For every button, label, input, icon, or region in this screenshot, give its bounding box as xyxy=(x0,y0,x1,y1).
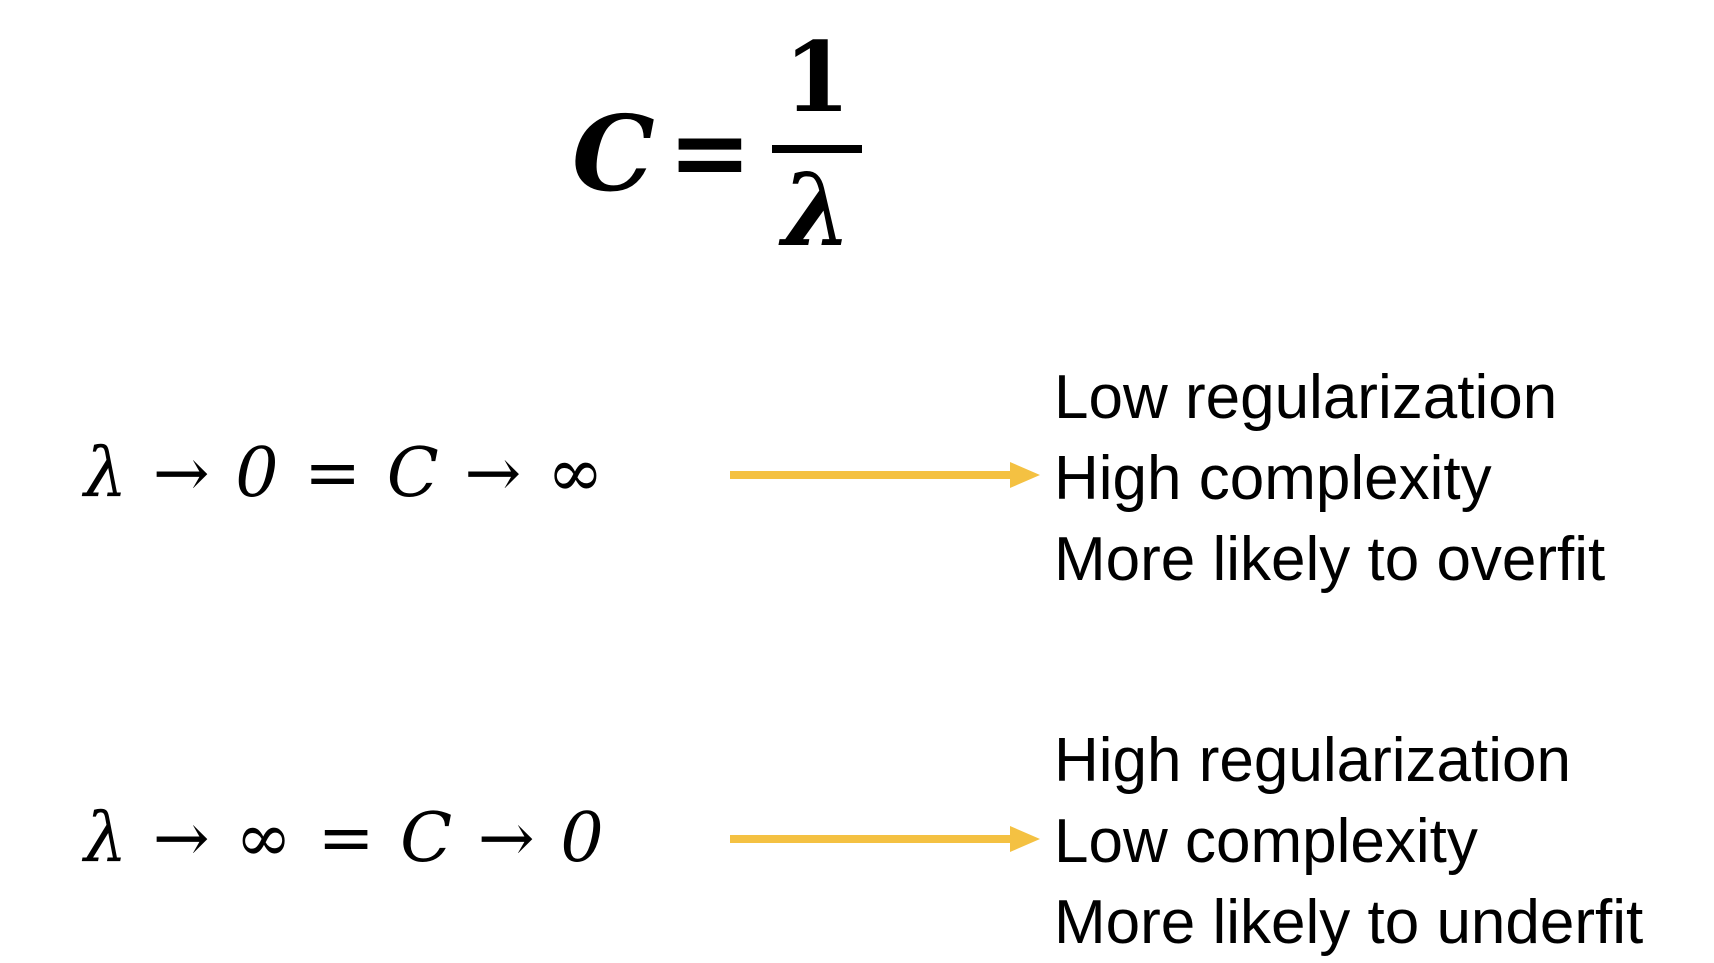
row-2-description: High regularization Low complexity More … xyxy=(1054,720,1643,963)
main-formula: C = 1 λ xyxy=(572,30,862,260)
row-2-line-2: Low complexity xyxy=(1054,807,1478,876)
row-2-arrow-icon xyxy=(730,826,1040,852)
formula-lhs: C xyxy=(572,92,655,215)
formula-numerator: 1 xyxy=(783,21,851,134)
row-1-line-3: More likely to overfit xyxy=(1054,525,1606,594)
fraction-bar xyxy=(772,145,862,153)
row-2-line-3: More likely to underfit xyxy=(1054,888,1644,957)
row-1-expression: λ → 0 = C → ∞ xyxy=(84,434,606,513)
row-1-line-2: High complexity xyxy=(1054,444,1492,513)
row-1-arrow-icon xyxy=(730,462,1040,488)
row-1-line-1: Low regularization xyxy=(1054,363,1558,432)
row-1-description: Low regularization High complexity More … xyxy=(1054,357,1605,600)
formula-denominator: λ xyxy=(781,151,853,269)
formula-equals: = xyxy=(668,93,752,211)
row-2-line-1: High regularization xyxy=(1054,726,1571,795)
row-2-expression: λ → ∞ = C → 0 xyxy=(84,799,606,878)
